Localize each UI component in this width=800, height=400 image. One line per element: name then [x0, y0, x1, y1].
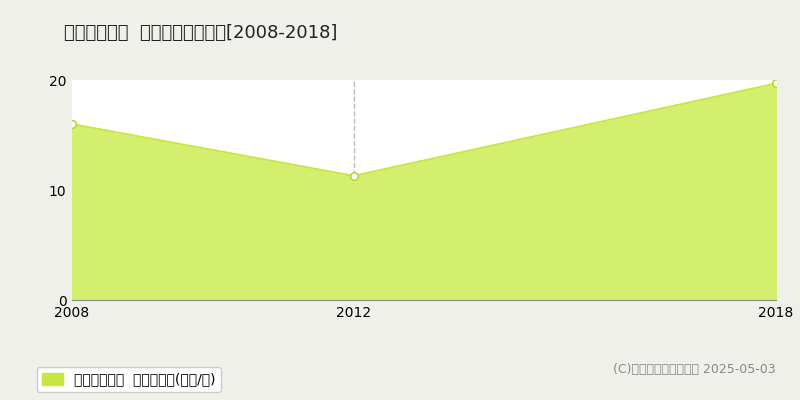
- Text: (C)土地価格ドットコム 2025-05-03: (C)土地価格ドットコム 2025-05-03: [614, 363, 776, 376]
- Point: [770, 80, 782, 86]
- Text: 都城市下川東  収益物件価格推移[2008-2018]: 都城市下川東 収益物件価格推移[2008-2018]: [64, 24, 338, 42]
- Point: [66, 121, 78, 127]
- Point: [347, 172, 360, 179]
- Legend: 収益物件価格  平均坪単価(万円/坪): 収益物件価格 平均坪単価(万円/坪): [37, 367, 222, 392]
